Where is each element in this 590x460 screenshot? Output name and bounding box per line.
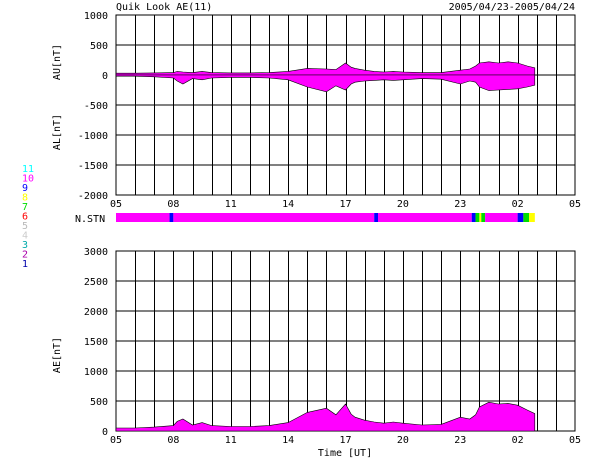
legend-item-4: 4: [22, 231, 28, 242]
bot-ytick-label: 3000: [84, 247, 108, 258]
legend-item-6: 6: [22, 212, 28, 223]
legend-item-11: 11: [22, 164, 34, 175]
station-segment-6: [475, 213, 480, 222]
ae-series: [115, 401, 536, 432]
legend-item-9: 9: [22, 183, 28, 194]
bot-ytick-label: 500: [90, 397, 108, 408]
bot-xtick-label: 17: [339, 435, 351, 446]
station-segment-9: [485, 213, 518, 222]
top-xtick-label: 05: [110, 199, 122, 210]
bot-xtick-label: 14: [282, 435, 294, 446]
station-bar: [116, 213, 535, 222]
top-ytick-label: 1000: [84, 11, 108, 22]
top-ytick-label: -500: [84, 101, 108, 112]
al-axis-label: AL[nT]: [52, 114, 63, 150]
top-xtick-label: 08: [167, 199, 179, 210]
bot-ytick-label: 2000: [84, 307, 108, 318]
ae-axis-label: AE[nT]: [52, 337, 63, 373]
legend-item-10: 10: [22, 174, 34, 185]
top-xtick-label: 11: [225, 199, 237, 210]
date-range: 2005/04/23-2005/04/24: [449, 2, 575, 13]
station-segment-5: [471, 213, 476, 222]
top-xtick-label: 05: [569, 199, 581, 210]
legend-item-2: 2: [22, 250, 28, 261]
station-bar-label: N.STN: [75, 214, 105, 225]
legend-item-5: 5: [22, 221, 28, 232]
au-axis-label: AU[nT]: [52, 44, 63, 80]
top-ytick-label: -1000: [78, 131, 108, 142]
legend-item-3: 3: [22, 240, 28, 251]
al-series: [115, 74, 536, 93]
legend-item-8: 8: [22, 193, 28, 204]
station-segment-1: [169, 213, 174, 222]
station-segment-0: [116, 213, 170, 222]
bot-ytick-label: 2500: [84, 277, 108, 288]
top-xtick-label: 20: [397, 199, 409, 210]
bot-xtick-label: 23: [454, 435, 466, 446]
station-segment-7: [479, 213, 482, 222]
bot-xtick-label: 02: [512, 435, 524, 446]
bot-xtick-label: 05: [569, 435, 581, 446]
top-xtick-label: 02: [512, 199, 524, 210]
station-segment-8: [481, 213, 486, 222]
bot-xtick-label: 20: [397, 435, 409, 446]
top-xtick-label: 14: [282, 199, 294, 210]
bot-xtick-label: 05: [110, 435, 122, 446]
au-series: [115, 61, 536, 76]
station-segment-11: [523, 213, 530, 222]
top-ytick-label: -2000: [78, 191, 108, 202]
legend-item-1: 1: [22, 259, 28, 270]
station-segment-3: [374, 213, 379, 222]
bot-ytick-label: 0: [102, 427, 108, 438]
top-ytick-label: 500: [90, 41, 108, 52]
top-ytick-label: -1500: [78, 161, 108, 172]
station-segment-10: [517, 213, 524, 222]
top-ytick-label: 0: [102, 71, 108, 82]
top-xtick-label: 17: [339, 199, 351, 210]
bot-ytick-label: 1000: [84, 367, 108, 378]
bot-xtick-label: 11: [225, 435, 237, 446]
top-xtick-label: 23: [454, 199, 466, 210]
station-segment-12: [529, 213, 535, 222]
station-segment-4: [378, 213, 472, 222]
bot-xtick-label: 08: [167, 435, 179, 446]
x-axis-label: Time [UT]: [318, 448, 372, 459]
station-segment-2: [173, 213, 375, 222]
chart-title: Quik Look AE(11): [116, 2, 212, 13]
bot-ytick-label: 1500: [84, 337, 108, 348]
legend-item-7: 7: [22, 202, 28, 213]
